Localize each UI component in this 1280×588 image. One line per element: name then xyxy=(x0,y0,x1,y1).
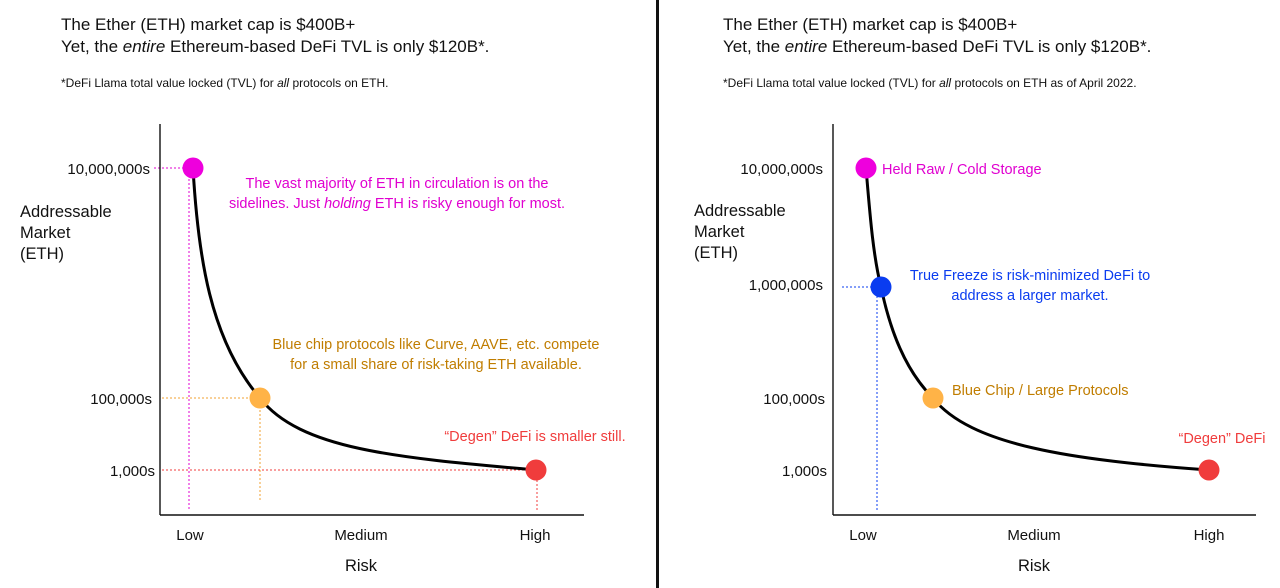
annotation-sidelines: The vast majority of ETH in circulation … xyxy=(245,176,548,192)
title-line-2: Yet, the entire Ethereum-based DeFi TVL … xyxy=(61,36,489,58)
text-span: Held Raw / Cold Storage xyxy=(882,162,1042,178)
annotation-blue-chip: Blue chip protocols like Curve, AAVE, et… xyxy=(273,337,600,353)
y-tick-label: 10,000,000s xyxy=(67,161,150,178)
left-panel: The Ether (ETH) market cap is $400B+ Yet… xyxy=(20,14,626,575)
text-span: ETH is risky enough for most. xyxy=(371,196,565,212)
footnote: *DeFi Llama total value locked (TVL) for… xyxy=(723,76,1137,90)
text-span: Blue chip protocols like Curve, AAVE, et… xyxy=(273,337,600,353)
chart-title: The Ether (ETH) market cap is $400B+ Yet… xyxy=(723,14,1151,58)
x-axis-label: Risk xyxy=(1018,557,1051,575)
footnote-all: all xyxy=(939,76,952,90)
point-degen xyxy=(1198,459,1220,481)
text-span: “Degen” DeFi is smaller still. xyxy=(444,429,625,445)
annotation-sidelines: sidelines. Just holding ETH is risky eno… xyxy=(229,196,565,212)
y-axis-label: Addressable xyxy=(694,202,786,220)
y-axis-label: Market xyxy=(694,223,745,241)
point-held xyxy=(182,157,204,179)
text-span: sidelines. Just xyxy=(229,196,324,212)
footnote-post: protocols on ETH. xyxy=(289,76,389,90)
risk-market-curve xyxy=(864,166,1211,472)
y-axis-label: (ETH) xyxy=(694,244,738,262)
risk-market-chart: Addressable Market (ETH) 10,000,000s 100,000… xyxy=(20,124,626,575)
x-tick-label: High xyxy=(1194,527,1225,544)
y-axis-label: (ETH) xyxy=(20,245,64,263)
text-span: “Degen” DeFi xyxy=(1178,431,1265,447)
text-span: address a larger market. xyxy=(951,288,1108,304)
text-span: The vast majority of ETH in circulation … xyxy=(245,176,548,192)
footnote-all: all xyxy=(277,76,290,90)
y-tick-label: 100,000s xyxy=(90,391,152,408)
risk-market-chart: Addressable Market (ETH) 10,000,000s 1,000,0… xyxy=(694,124,1266,575)
point-true-freeze xyxy=(870,276,892,298)
title-yet: Yet, the xyxy=(723,37,785,56)
annotation-blue-chip: for a small share of risk-taking ETH ava… xyxy=(290,357,582,373)
y-tick-label: 100,000s xyxy=(763,391,825,408)
point-held xyxy=(855,157,877,179)
y-tick-label: 1,000s xyxy=(110,463,155,480)
x-tick-label: Medium xyxy=(334,527,387,544)
y-tick-label: 1,000,000s xyxy=(749,277,823,294)
italic-span: holding xyxy=(324,196,371,212)
x-tick-label: Medium xyxy=(1007,527,1060,544)
title-rest: Ethereum-based DeFi TVL is only $120B*. xyxy=(165,37,490,56)
annotation-held-raw: Held Raw / Cold Storage xyxy=(882,162,1042,178)
title-entire: entire xyxy=(784,37,828,56)
text-span: True Freeze is risk-minimized DeFi to xyxy=(910,268,1150,284)
title-yet: Yet, the xyxy=(61,37,123,56)
x-tick-label: Low xyxy=(176,527,204,544)
title-line-1: The Ether (ETH) market cap is $400B+ xyxy=(723,15,1018,34)
chart-title: The Ether (ETH) market cap is $400B+ Yet… xyxy=(61,14,489,58)
point-blue-chip xyxy=(922,387,944,409)
annotation-true-freeze: address a larger market. xyxy=(951,288,1108,304)
annotation-true-freeze: True Freeze is risk-minimized DeFi to xyxy=(910,268,1150,284)
annotation-degen: “Degen” DeFi xyxy=(1178,431,1265,447)
risk-market-curve xyxy=(191,166,538,472)
footnote-post: protocols on ETH as of April 2022. xyxy=(951,76,1137,90)
footnote-pre: *DeFi Llama total value locked (TVL) for xyxy=(61,76,278,90)
annotation-blue-chip: Blue Chip / Large Protocols xyxy=(952,383,1129,399)
title-line-1: The Ether (ETH) market cap is $400B+ xyxy=(61,15,356,34)
point-blue-chip xyxy=(249,387,271,409)
y-axis-label: Addressable xyxy=(20,203,112,221)
title-line-2: Yet, the entire Ethereum-based DeFi TVL … xyxy=(723,36,1151,58)
annotation-degen: “Degen” DeFi is smaller still. xyxy=(444,429,625,445)
text-span: for a small share of risk-taking ETH ava… xyxy=(290,357,582,373)
title-rest: Ethereum-based DeFi TVL is only $120B*. xyxy=(827,37,1152,56)
text-span: Blue Chip / Large Protocols xyxy=(952,383,1129,399)
point-degen xyxy=(525,459,547,481)
footnote: *DeFi Llama total value locked (TVL) for… xyxy=(61,76,388,90)
x-tick-label: Low xyxy=(849,527,877,544)
y-tick-label: 1,000s xyxy=(782,463,827,480)
title-entire: entire xyxy=(122,37,166,56)
y-tick-label: 10,000,000s xyxy=(740,161,823,178)
panel-divider xyxy=(656,0,659,588)
y-axis-label: Market xyxy=(20,224,71,242)
x-tick-label: High xyxy=(520,527,551,544)
right-panel: The Ether (ETH) market cap is $400B+ Yet… xyxy=(660,0,1280,588)
x-axis-label: Risk xyxy=(345,557,378,575)
footnote-pre: *DeFi Llama total value locked (TVL) for xyxy=(723,76,940,90)
